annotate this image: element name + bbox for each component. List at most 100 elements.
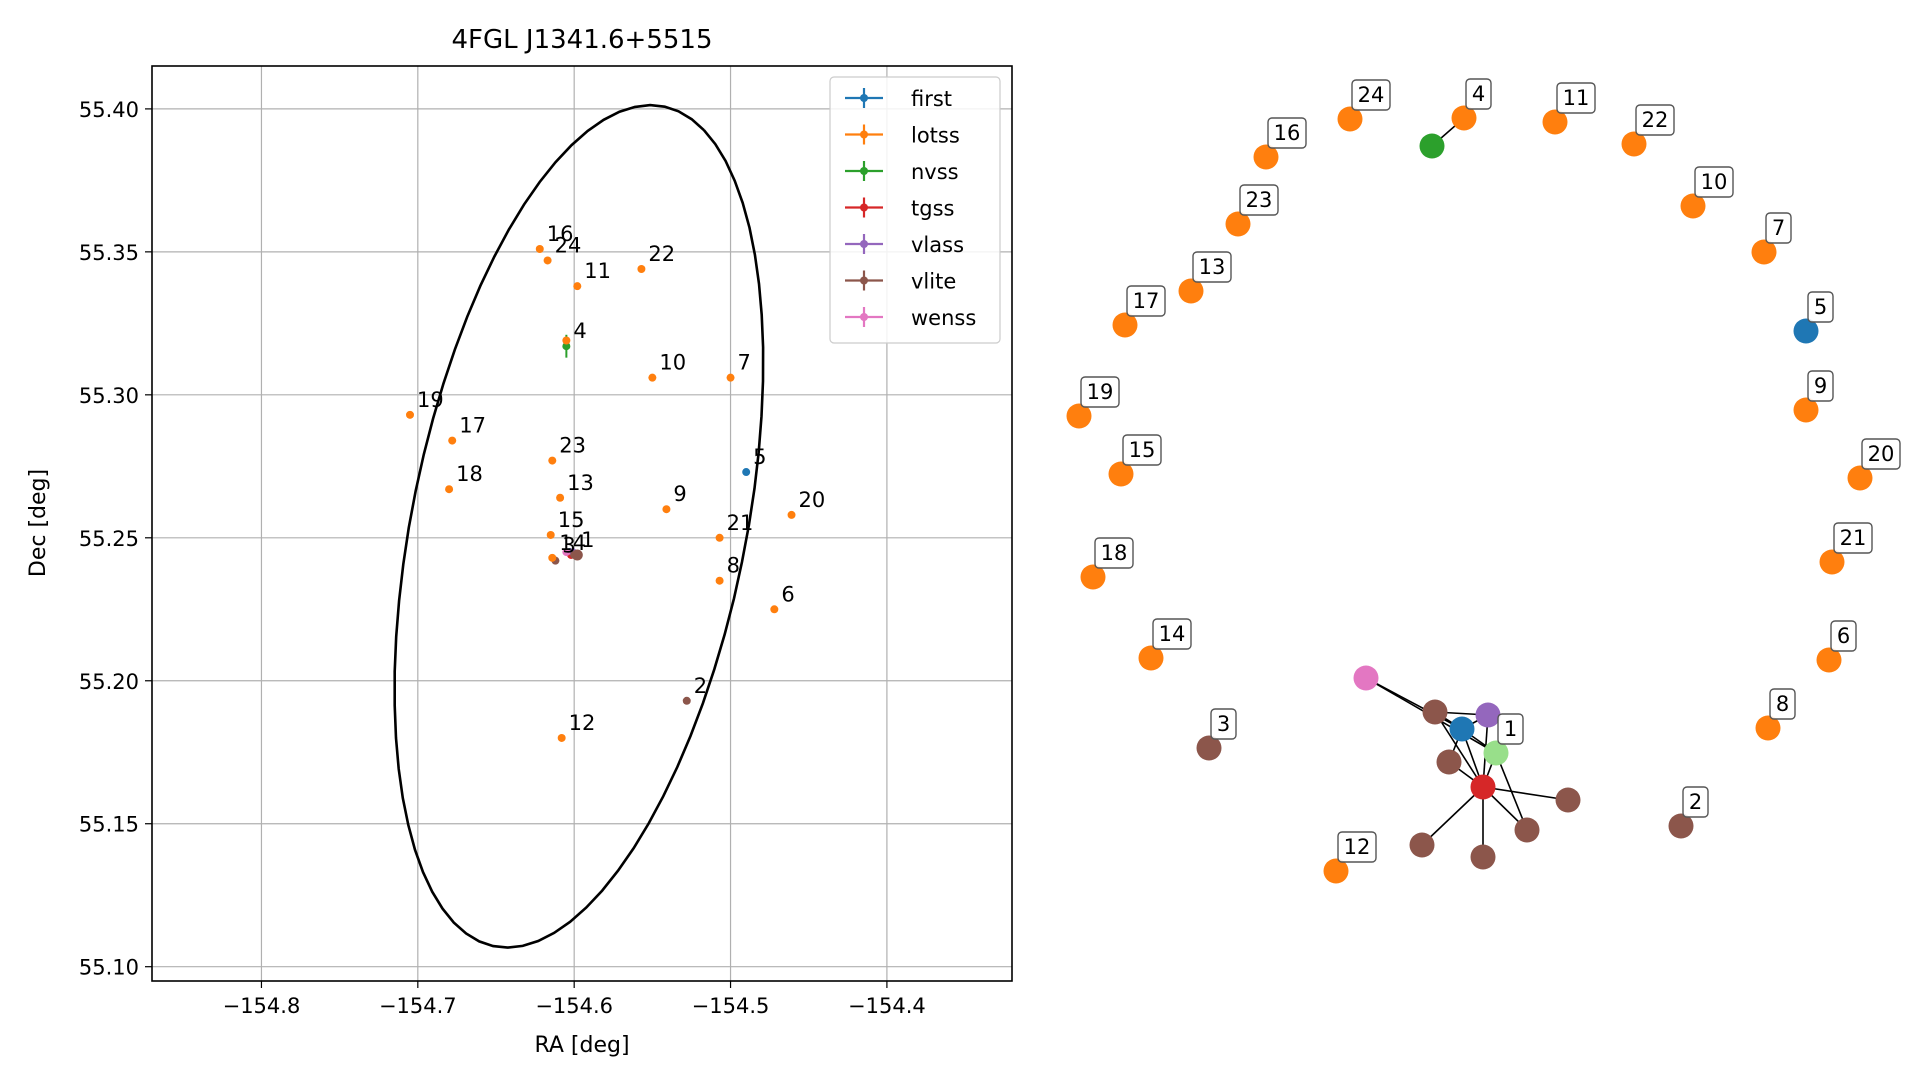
legend-label: first [911, 87, 952, 111]
legend-swatch-dot [860, 240, 868, 248]
network-edges [1365, 117, 1569, 857]
point-lotss [445, 485, 454, 494]
y-tick-label: 55.10 [79, 956, 139, 980]
network-node-label: 18 [1101, 541, 1128, 565]
network-node-vlite [1422, 699, 1448, 725]
network-label-box [1769, 688, 1796, 720]
point-lotss [715, 576, 724, 585]
network-node-vlite [1555, 787, 1581, 813]
network-node-label: 24 [1358, 83, 1385, 107]
network-node-lotss [1066, 403, 1092, 429]
point-label: 20 [799, 488, 826, 512]
network-node-label: 2 [1689, 790, 1702, 814]
network-label-box [1765, 212, 1792, 244]
data-points [406, 245, 796, 742]
network-label-box [1267, 117, 1307, 149]
point-lotss [535, 245, 544, 253]
network-node-first [1449, 716, 1475, 742]
point-label: 13 [567, 471, 594, 495]
network-node-lotss [1755, 715, 1781, 741]
legend-swatch-dot [860, 167, 868, 175]
network-node-label: 9 [1814, 374, 1827, 398]
network-label-box [1080, 376, 1120, 408]
x-tick-label: −154.8 [223, 994, 301, 1018]
network-node-lotss [1323, 858, 1349, 884]
network-node-label: 10 [1701, 170, 1728, 194]
y-ticks: 55.10 55.15 55.20 55.25 55.30 55.35 55.40 [79, 98, 152, 980]
plot-frame [151, 65, 1013, 982]
legend-label: tgss [911, 197, 954, 221]
point-lotss [648, 373, 657, 382]
point-label: 3 [562, 534, 575, 558]
network-node-lotss [1793, 397, 1819, 423]
point-lotss [546, 530, 555, 539]
network-node-label: 20 [1868, 442, 1895, 466]
legend-swatch-dot [860, 130, 868, 139]
x-tick-label: −154.5 [692, 994, 770, 1018]
point-lotss [562, 336, 571, 345]
point-label: 8 [727, 554, 740, 578]
network-node-lotss [1253, 144, 1279, 170]
y-tick-label: 55.40 [79, 98, 139, 122]
x-tick-label: −154.7 [379, 994, 457, 1018]
network-node-label: 14 [1159, 622, 1186, 646]
network-node-vlite [1196, 735, 1222, 761]
network-label-box [1635, 104, 1675, 136]
point-lotss [715, 533, 724, 542]
network-node-lotss [1816, 647, 1842, 673]
network-node-label: 17 [1133, 289, 1160, 313]
point-lotss [637, 265, 646, 274]
point-lotss [770, 605, 779, 614]
network-edge [1434, 711, 1484, 788]
legend-label: lotss [911, 124, 960, 148]
chart-title: 4FGL J1341.6+5515 [452, 25, 713, 55]
network-label-box [1807, 291, 1834, 323]
point-label: 7 [738, 351, 751, 375]
point-lotss [726, 373, 735, 382]
point-nvss [562, 342, 571, 351]
network-node-label: 4 [1472, 82, 1485, 106]
network-node-vlite [1409, 832, 1435, 858]
point-lotss [556, 493, 565, 502]
legend-swatch-dot [860, 203, 868, 212]
network-label-box [1497, 713, 1524, 745]
legend-label: nvss [911, 160, 959, 184]
point-vlite [682, 696, 691, 705]
network-node-nvss [1419, 133, 1445, 159]
network-node-lotss [1621, 131, 1647, 157]
network-label-box [1210, 708, 1237, 740]
network-node-tgss [1470, 774, 1496, 800]
network-node-label: 19 [1087, 380, 1114, 404]
network-node-label: 22 [1642, 108, 1669, 132]
y-tick-label: 55.15 [79, 813, 139, 837]
network-node-vlite [1436, 749, 1462, 775]
network-edge [1482, 786, 1569, 801]
x-ticks: −154.8 −154.7 −154.6 −154.5 −154.4 [223, 981, 926, 1018]
point-vlite [571, 549, 583, 561]
point-label: 11 [584, 259, 611, 283]
network-edge [1421, 786, 1484, 846]
network-label-box [1126, 285, 1166, 317]
network-label-box [1861, 438, 1901, 470]
network-node-lotss [1751, 239, 1777, 265]
point-label: 12 [569, 711, 596, 735]
network-label-box [1192, 251, 1232, 283]
network-node-label: 11 [1563, 86, 1590, 110]
network-label-box [1465, 78, 1492, 110]
network-label-box [1830, 620, 1857, 652]
point-label: 4 [573, 319, 586, 343]
point-lotss [448, 436, 457, 445]
network-nodes: 24 4 11 22 16 10 23 7 13 17 5 9 19 20 15 21 18 14 6 8 3 2 12 1 [1066, 78, 1901, 884]
network-node-lotss [1108, 461, 1134, 487]
y-axis-label: Dec [deg] [26, 469, 51, 577]
legend-label: vlass [911, 233, 964, 257]
network-panel: 24 4 11 22 16 10 23 7 13 17 5 9 19 20 15 21 18 14 6 8 3 2 12 1 [1066, 78, 1901, 884]
network-label-box [1094, 537, 1134, 569]
network-label-box [1694, 166, 1734, 198]
network-label-box [1351, 79, 1391, 111]
y-tick-label: 55.30 [79, 384, 139, 408]
network-node-lotss [1819, 549, 1845, 575]
network-node-label: 8 [1776, 692, 1789, 716]
